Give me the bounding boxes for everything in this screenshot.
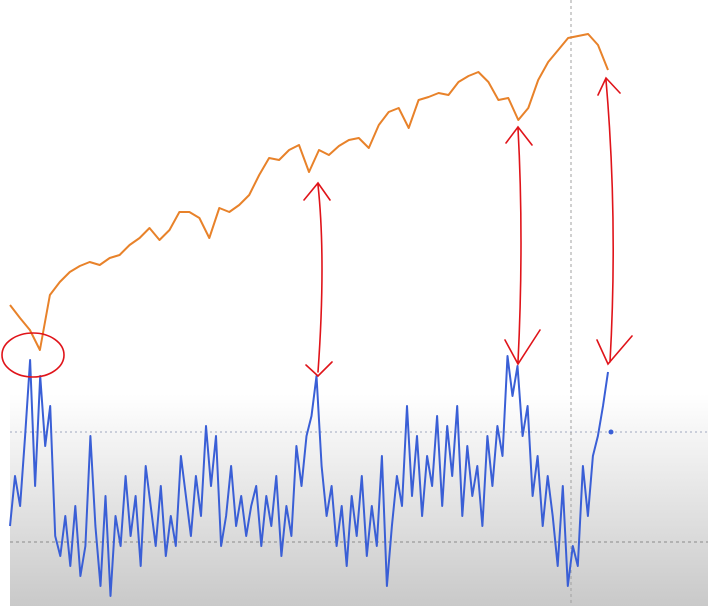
left-margin — [0, 0, 10, 606]
series-line — [9, 33, 609, 351]
arrow-annotation — [596, 76, 633, 366]
plot-area — [9, 33, 614, 597]
series-line — [9, 355, 609, 597]
circle-annotation — [1, 332, 65, 378]
end-point — [608, 429, 614, 435]
arrow-annotation — [303, 181, 333, 378]
annotations — [1, 76, 633, 378]
arrow-annotation — [504, 125, 541, 366]
